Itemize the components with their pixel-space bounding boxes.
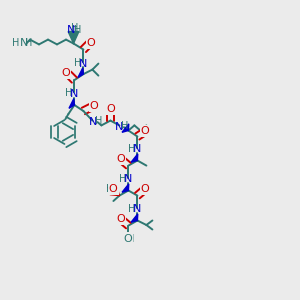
Text: H: H [127, 233, 134, 244]
Text: O: O [123, 233, 132, 244]
Text: N: N [124, 174, 132, 184]
Text: O: O [141, 184, 150, 194]
Text: H: H [74, 25, 81, 35]
Polygon shape [68, 32, 79, 44]
Text: H: H [121, 121, 128, 131]
Text: O: O [109, 184, 118, 194]
Text: O: O [141, 126, 150, 136]
Text: H: H [71, 22, 79, 33]
Text: O: O [116, 154, 125, 164]
Text: H: H [12, 38, 20, 48]
Text: O: O [61, 68, 70, 78]
Text: H: H [74, 58, 82, 68]
Text: N: N [70, 88, 78, 99]
Polygon shape [78, 68, 83, 77]
Text: N: N [79, 58, 87, 69]
Text: N: N [133, 144, 141, 154]
Text: H: H [128, 143, 136, 154]
Text: O: O [90, 100, 99, 111]
Text: N: N [67, 25, 75, 35]
Text: H: H [119, 173, 127, 184]
Polygon shape [131, 214, 138, 222]
Text: O: O [116, 214, 125, 224]
Polygon shape [122, 184, 129, 192]
Text: N: N [89, 117, 97, 127]
Text: O: O [106, 103, 116, 114]
Text: H: H [26, 38, 33, 48]
Text: N: N [20, 38, 28, 48]
Text: H: H [65, 88, 73, 98]
Text: N: N [115, 122, 124, 132]
Polygon shape [110, 186, 119, 196]
Text: H: H [106, 184, 113, 194]
Text: H: H [128, 203, 136, 214]
Text: H: H [95, 116, 102, 127]
Polygon shape [131, 154, 138, 162]
Polygon shape [69, 99, 74, 108]
Text: O: O [87, 38, 96, 48]
Polygon shape [122, 124, 129, 132]
Text: N: N [133, 204, 141, 214]
